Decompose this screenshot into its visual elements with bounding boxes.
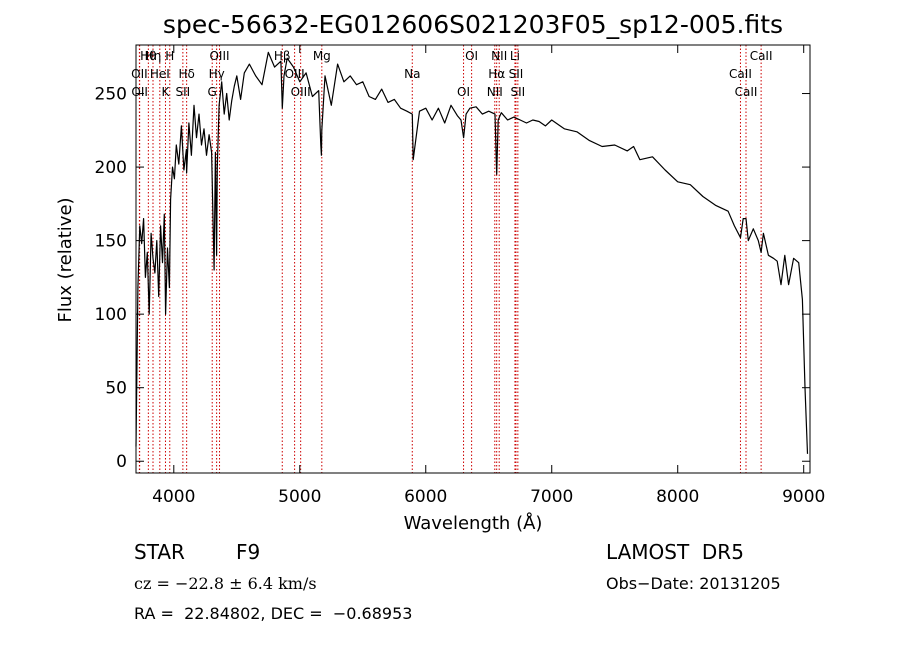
spectral-line-label: Mg: [313, 49, 331, 63]
object-subclass: F9: [236, 540, 261, 564]
spectral-line-label: OII: [131, 67, 148, 81]
y-axis-ticks: 0 50 100 150 200 250: [95, 85, 810, 472]
spectral-line-label: CaII: [729, 67, 752, 81]
spectral-line-label: HeI: [150, 67, 170, 81]
spectral-line-label: Na: [404, 67, 420, 81]
spectral-line-label: NII: [491, 49, 507, 63]
spectral-line-label: OIII: [285, 67, 305, 81]
y-tick-label: 50: [105, 379, 127, 399]
x-tick-label: 6000: [404, 487, 447, 507]
x-tick-label: 8000: [656, 487, 699, 507]
y-tick-label: 0: [116, 452, 127, 472]
survey-release: LAMOST DR5: [606, 540, 744, 564]
spectral-line-markers: [138, 45, 762, 473]
object-class: STAR: [134, 540, 185, 564]
flux-series: [135, 51, 809, 454]
flux-line: [135, 51, 809, 454]
spectral-line-labels: Hθ OII OII Hη HeI K H Hδ SII OIII Hγ G Hβ OIII OIII Mg N…: [131, 49, 772, 99]
x-axis-ticks: 4000 5000 6000 7000 8000 9000: [152, 45, 825, 507]
spectral-line-label: H: [165, 49, 174, 63]
spectral-line-label: G: [208, 85, 217, 99]
spectral-line-label: CaII: [735, 85, 758, 99]
y-tick-label: 250: [95, 85, 127, 105]
chart-title: spec-56632-EG012606S021203F05_sp12-005.f…: [163, 10, 783, 39]
spectral-line-label: OI: [457, 85, 470, 99]
spectral-line-label: SII: [510, 85, 525, 99]
sky-coordinates: RA = 22.84802, DEC = −0.68953: [134, 604, 413, 623]
observation-date: Obs−Date: 20131205: [606, 574, 781, 593]
spectral-line-label: OIII: [209, 49, 229, 63]
x-tick-label: 7000: [530, 487, 573, 507]
spectral-line-label: OII: [131, 85, 148, 99]
x-axis-label: Wavelength (Å): [404, 512, 543, 534]
spectral-line-label: SII: [509, 67, 524, 81]
plot-frame: [135, 44, 811, 474]
spectral-line-label: Hα: [488, 67, 505, 81]
spectral-line-label: Hη: [145, 49, 162, 63]
spectral-line-label: SII: [176, 85, 191, 99]
x-tick-label: 9000: [782, 487, 825, 507]
spectral-line-label: OI: [465, 49, 478, 63]
spectral-line-label: NII: [487, 85, 503, 99]
spectral-line-label: K: [162, 85, 171, 99]
spectral-line-label: Hγ: [209, 67, 225, 81]
x-tick-label: 4000: [152, 487, 195, 507]
spectral-line-label: Hδ: [178, 67, 194, 81]
y-tick-label: 150: [95, 232, 127, 252]
spectral-line-label: CaII: [750, 49, 773, 63]
y-tick-label: 100: [95, 305, 127, 325]
spectral-line-label: Hθ: [140, 49, 156, 63]
x-tick-label: 5000: [278, 487, 321, 507]
spectral-line-label: Hβ: [274, 49, 291, 63]
redshift-cz: cz = −22.8 ± 6.4 km/s: [134, 574, 317, 593]
y-tick-label: 200: [95, 158, 127, 178]
spectral-line-label: Li: [510, 49, 520, 63]
spectral-line-label: OIII: [291, 85, 311, 99]
y-axis-label: Flux (relative): [55, 197, 76, 322]
